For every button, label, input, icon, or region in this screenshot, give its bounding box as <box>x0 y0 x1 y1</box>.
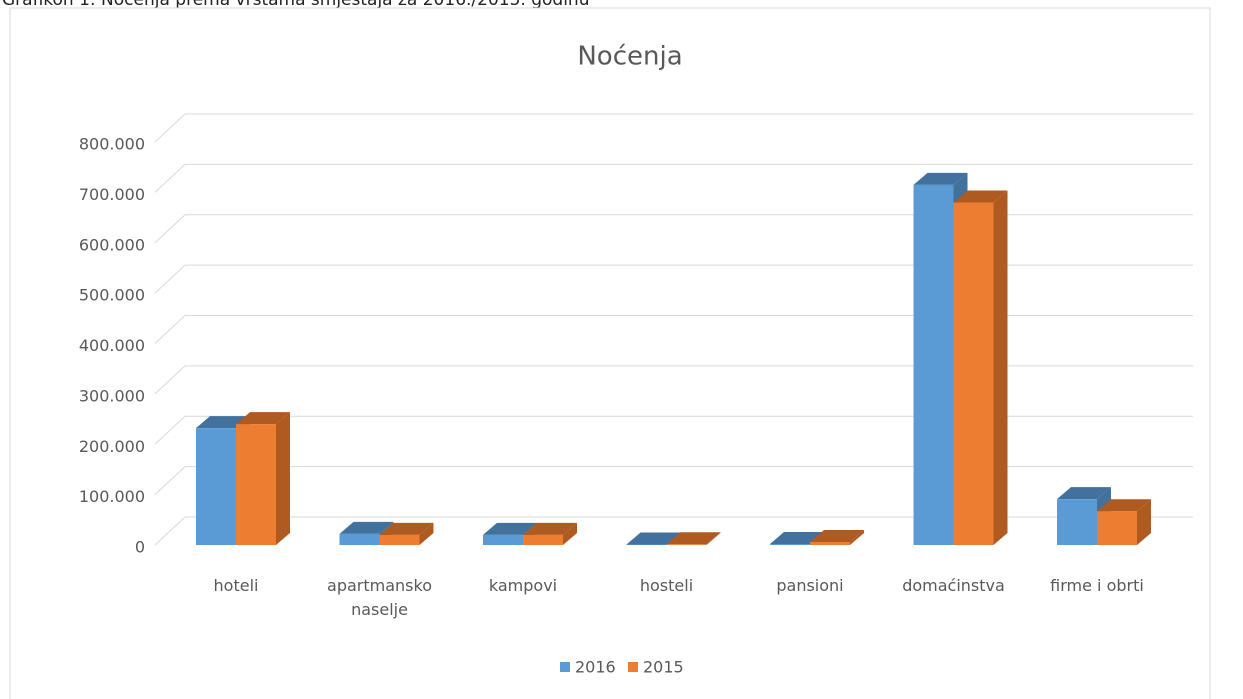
bar-top <box>1097 499 1151 512</box>
bar-side <box>706 532 721 545</box>
bar-top <box>236 412 290 425</box>
bar <box>770 543 810 545</box>
legend-swatch <box>628 662 638 672</box>
bar <box>626 544 667 545</box>
bar <box>1097 511 1137 545</box>
grid-line <box>154 113 1193 143</box>
bar <box>236 424 276 545</box>
grid-line <box>154 214 1193 244</box>
bar-top <box>626 532 681 545</box>
grid-line <box>154 264 1193 294</box>
bar-side <box>993 190 1008 545</box>
bar-top <box>523 522 577 535</box>
chart-title: Noćenja <box>577 42 682 72</box>
y-tick-label: 200.000 <box>79 437 145 456</box>
x-tick-label: hosteli <box>639 576 694 595</box>
grid-line <box>154 365 1193 395</box>
bar-side <box>1137 499 1151 545</box>
bar <box>913 184 954 545</box>
grid-line <box>154 315 1193 344</box>
chart-frame <box>9 7 1211 699</box>
bar-top <box>666 532 721 545</box>
bar-top <box>770 531 824 544</box>
x-tick-label: apartmansko naselje <box>327 576 432 619</box>
bar <box>810 541 850 545</box>
y-tick-label: 0 <box>135 538 145 557</box>
bar <box>666 544 707 545</box>
bar-top <box>483 522 537 535</box>
grid-line <box>154 466 1193 495</box>
bar <box>953 202 994 545</box>
bar-top <box>953 190 1008 203</box>
y-tick-label: 500.000 <box>79 286 145 305</box>
bar-top <box>339 521 394 534</box>
grid-line <box>154 163 1193 193</box>
bar <box>523 534 563 545</box>
grid-line <box>154 415 1193 445</box>
x-tick-label: kampovi <box>488 576 558 595</box>
bar-top <box>810 529 864 542</box>
bar <box>196 428 236 545</box>
y-tick-label: 300.000 <box>79 386 145 405</box>
legend-label: 2016 <box>575 658 616 677</box>
bar-top <box>913 172 968 185</box>
legend-swatch <box>560 662 570 672</box>
bar <box>483 534 523 545</box>
legend-label: 2015 <box>643 658 684 677</box>
y-tick-label: 600.000 <box>79 235 145 254</box>
caption: Grafikon 1: Noćenja prema vrstama smješt… <box>2 0 590 10</box>
bar-side <box>276 412 290 545</box>
bar <box>339 533 380 545</box>
x-tick-label: pansioni <box>776 576 844 595</box>
x-tick-label: firme i obrti <box>1050 576 1144 595</box>
bar-top <box>1057 487 1111 500</box>
y-tick-label: 700.000 <box>79 185 145 204</box>
bar-side <box>850 529 864 545</box>
bar <box>379 534 420 545</box>
x-tick-label: domaćinstva <box>902 576 1005 595</box>
y-tick-label: 400.000 <box>79 336 145 355</box>
bar <box>1057 499 1097 545</box>
y-tick-label: 800.000 <box>79 135 145 154</box>
bar-side <box>563 522 577 545</box>
y-tick-label: 100.000 <box>79 487 145 506</box>
x-tick-label: hoteli <box>213 576 259 595</box>
bar-top <box>379 522 434 535</box>
bar-side <box>419 522 434 545</box>
grid-line <box>154 516 1193 546</box>
